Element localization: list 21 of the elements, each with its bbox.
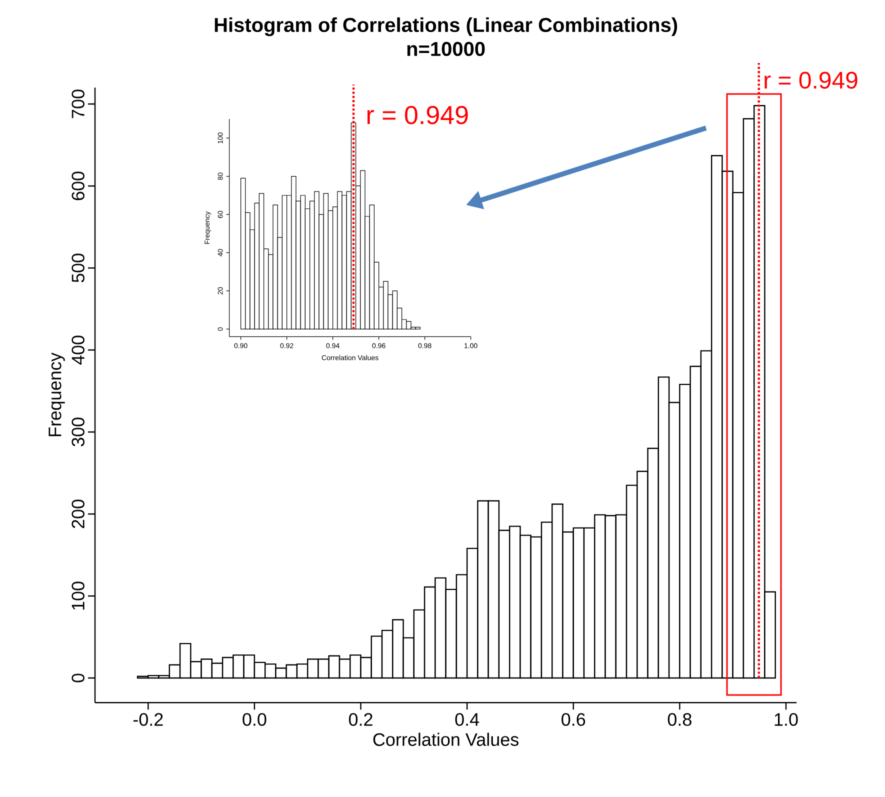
y-tick-label: 300 [72, 418, 84, 446]
x-tick-label: 0.6 [562, 713, 586, 726]
y-tick-label: 400 [72, 336, 84, 365]
chart-title: Histogram of Correlations (Linear Combinations) [214, 17, 678, 36]
ref-line-label: r = 0.949 [367, 106, 468, 124]
y-tick-label: 700 [72, 90, 84, 118]
x-tick-label: 0.0 [242, 713, 266, 726]
y-tick-label: 0 [72, 674, 84, 682]
x-tick-label: 0.8 [668, 713, 692, 726]
x-axis-title: Correlation Values [373, 732, 519, 746]
ref-line-label: r = 0.949 [764, 72, 858, 89]
y-tick-label: 500 [72, 254, 84, 282]
y-axis-title: Frequency [48, 352, 65, 436]
y-tick-label: 200 [72, 500, 84, 528]
y-tick-label: 600 [72, 172, 84, 200]
x-tick-label: 0.4 [455, 713, 480, 726]
x-tick-label: 0.2 [348, 713, 372, 726]
y-tick-label: 100 [72, 582, 84, 610]
x-tick-label: -0.2 [133, 713, 163, 726]
chart-subtitle: n=10000 [407, 42, 485, 56]
x-tick-label: 1.0 [774, 713, 798, 726]
